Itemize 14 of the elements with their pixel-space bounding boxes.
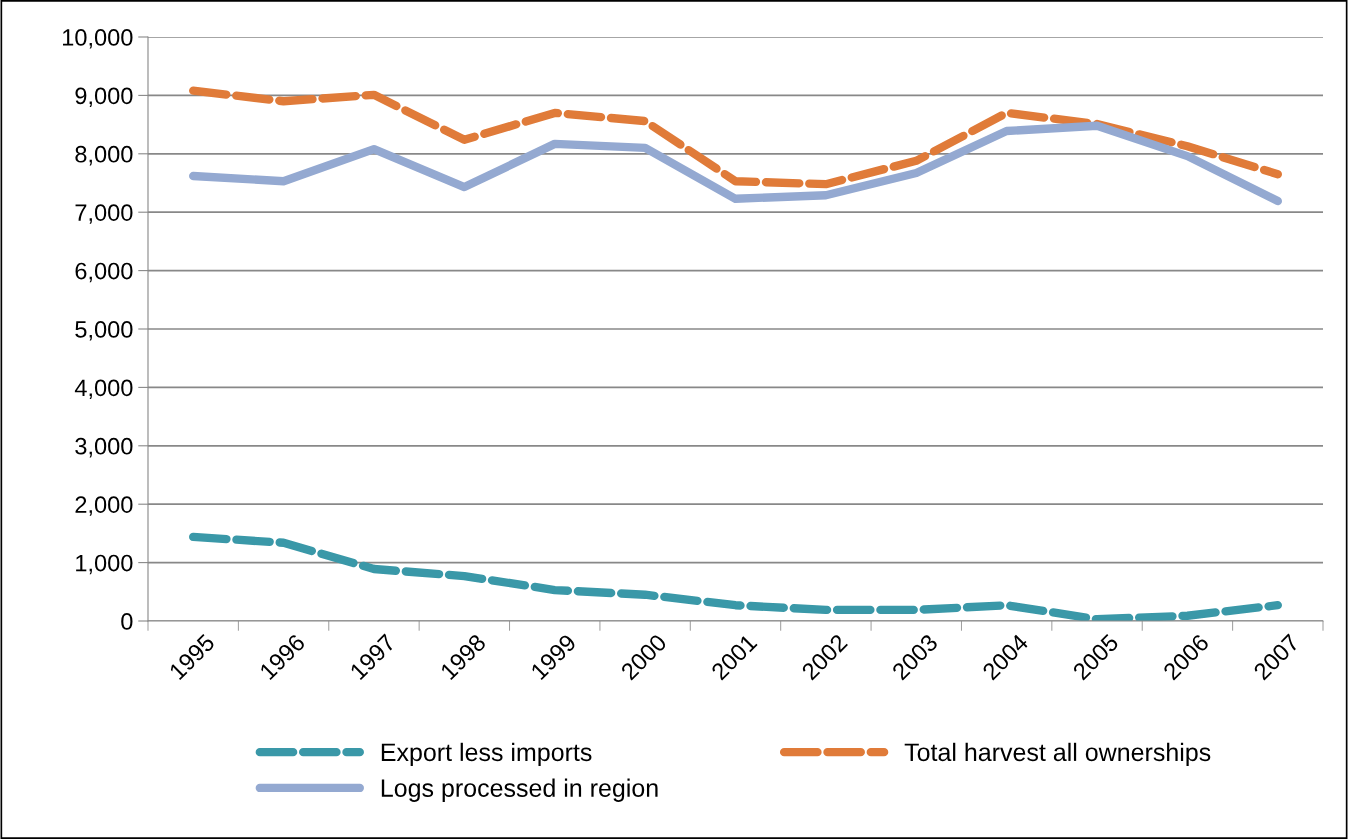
y-tick-label: 10,000 [63,29,133,49]
y-tick-label: 1,000 [76,554,133,575]
legend-label: Total harvest all ownerships [904,742,1211,767]
legend-label: Logs processed in region [381,778,658,802]
y-tick-label: 2,000 [75,496,133,516]
y-tick-label: 9,000 [75,87,133,107]
y-tick-label: 4,000 [74,379,133,399]
y-tick-label: 0 [121,613,133,630]
y-tick-label: 6,000 [75,262,133,283]
y-tick-label: 5,000 [75,321,133,341]
legend-label: Export less imports [381,742,592,767]
y-tick-label: 3,000 [75,437,133,458]
y-tick-label: 7,000 [75,204,133,224]
y-tick-label: 8,000 [75,145,133,166]
